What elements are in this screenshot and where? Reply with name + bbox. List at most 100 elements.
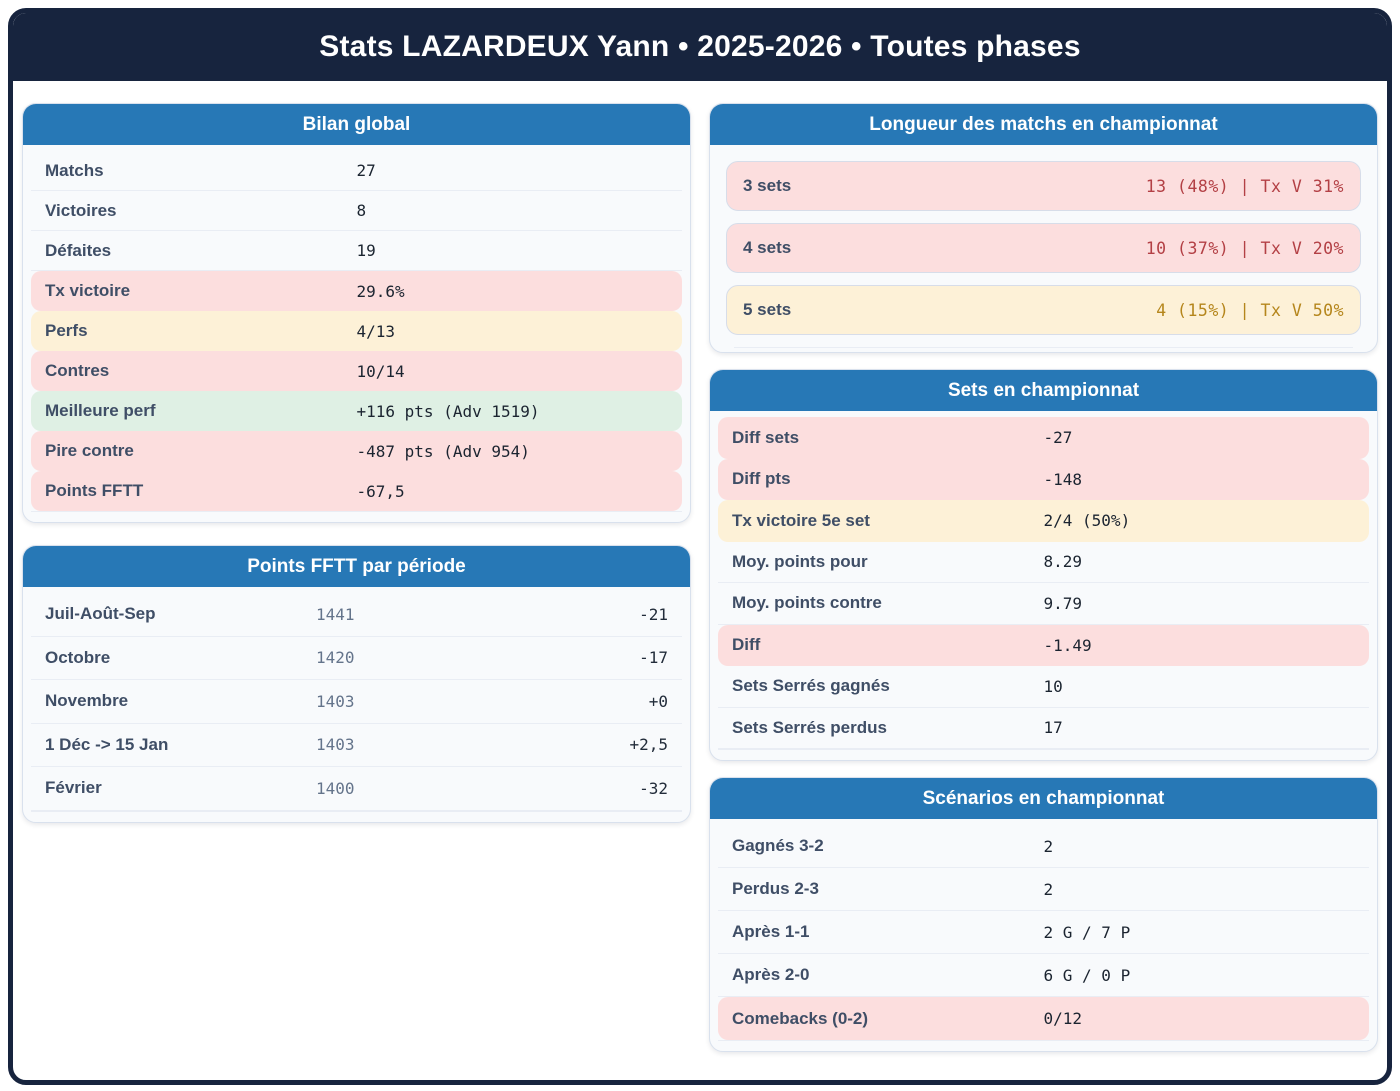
stat-row: Février 1400 -32 [31,767,682,811]
row-label: Tx victoire [45,281,131,300]
card-points-fftt-periode-body: Juil-Août-Sep 1441 -21 Octobre 1420 -17 Novemb… [23,587,690,822]
row-value: 17 [1043,718,1063,738]
row-label: Moy. points pour [732,551,868,571]
card-points-fftt-periode: Points FFTT par période Juil-Août-Sep 144… [22,545,691,823]
row-label: Perfs [45,321,88,340]
card-footer-line [718,1040,1369,1041]
row-label: 4 sets [743,238,792,257]
row-delta-value: -21 [639,604,668,624]
stat-row: Juil-Août-Sep 1441 -21 [31,593,682,637]
row-label: 1 Déc -> 15 Jan [45,734,169,754]
row-label: Sets Serrés gagnés [732,676,890,696]
row-label: Victoires [45,200,117,220]
stat-row: Perfs 4/13 [31,311,682,351]
card-sets-championnat-body: Diff sets -27 Diff pts -148 Tx victoire 5e s… [710,411,1377,760]
page-frame: Stats LAZARDEUX Yann • 2025-2026 • Toute… [8,8,1392,1085]
row-value: 9.79 [1043,593,1083,613]
row-value: -27 [1043,428,1073,448]
stat-row: Tx victoire 29.6% [31,271,682,311]
row-value: 0/12 [1043,1009,1083,1028]
row-value: 19 [356,241,376,260]
card-sets-championnat-title: Sets en championnat [710,370,1377,411]
row-points-value: 1441 [316,604,355,624]
stat-row: Sets Serrés perdus 17 [718,708,1369,749]
card-longueur-matchs: Longueur des matchs en championnat 3 set… [709,103,1378,353]
row-value: 2 [1043,879,1054,899]
stat-row: Diff pts -148 [718,458,1369,500]
card-scenarios-championnat-body: Gagnés 3-2 2 Perdus 2-3 2 Après 1-1 2 G / 7 P… [710,819,1377,1051]
stat-row: Comebacks (0-2) 0/12 [718,997,1369,1040]
row-points-value: 1403 [316,735,355,755]
card-longueur-matchs-title: Longueur des matchs en championnat [710,104,1377,145]
stat-row: Moy. points contre 9.79 [718,583,1369,625]
row-value: 10 [1043,676,1063,696]
row-label: Février [45,778,102,798]
row-value: 2 [1043,836,1054,856]
row-label: Tx victoire 5e set [732,510,870,530]
card-bilan-global-title: Bilan global [23,104,690,145]
row-value: 10/14 [356,361,405,381]
stat-row: Novembre 1403 +0 [31,680,682,724]
stat-row: Diff -1.49 [718,624,1369,666]
row-label: Sets Serrés perdus [732,717,887,737]
stat-row: Sets Serrés gagnés 10 [718,666,1369,708]
match-length-row: 4 sets 10 (37%) | Tx V 20% [726,223,1361,273]
row-points-value: 1400 [316,778,355,798]
stat-row: Après 2-0 6 G / 0 P [718,954,1369,997]
stat-row: Perdus 2-3 2 [718,868,1369,911]
stat-row: Pire contre -487 pts (Adv 954) [31,431,682,471]
row-label: Après 2-0 [732,965,810,984]
row-value: 27 [356,161,376,180]
card-footer-line [31,810,682,812]
row-value: -67,5 [356,481,405,501]
stat-row: Octobre 1420 -17 [31,637,682,680]
row-label: Défaites [45,240,112,260]
row-label: Novembre [45,691,129,711]
row-label: Comebacks (0-2) [732,1008,869,1028]
stat-row: 1 Déc -> 15 Jan 1403 +2,5 [31,724,682,767]
row-value: 10 (37%) | Tx V 20% [1145,238,1344,258]
card-footer-line [31,511,682,512]
stat-row: Contres 10/14 [31,351,682,391]
row-label: Moy. points contre [732,593,882,613]
stat-row: Après 1-1 2 G / 7 P [718,911,1369,954]
stat-row: Gagnés 3-2 2 [718,825,1369,868]
row-value: 2 G / 7 P [1043,922,1131,942]
card-sets-championnat: Sets en championnat Diff sets -27 Diff pts… [709,369,1378,761]
stat-row: Moy. points pour 8.29 [718,542,1369,583]
row-points-value: 1420 [316,648,355,668]
card-footer-line [718,749,1369,750]
left-column: Bilan global Matchs 27 Victoires 8 Défaites 1… [22,103,691,1052]
row-label: 3 sets [743,176,792,195]
card-bilan-global-body: Matchs 27 Victoires 8 Défaites 19 Tx victoire 2… [23,145,690,522]
stat-row: Victoires 8 [31,191,682,231]
row-value: 6 G / 0 P [1043,965,1131,985]
page-title: Stats LAZARDEUX Yann • 2025-2026 • Toute… [319,30,1081,63]
row-value: -148 [1043,469,1083,489]
stat-row: Matchs 27 [31,151,682,191]
row-label: Diff sets [732,427,800,447]
row-value: -1.49 [1043,635,1092,655]
match-length-row: 3 sets 13 (48%) | Tx V 31% [726,161,1361,211]
row-label: Perdus 2-3 [732,879,819,898]
card-scenarios-championnat: Scénarios en championnat Gagnés 3-2 2 Perd… [709,777,1378,1052]
row-label: Matchs [45,160,104,180]
card-points-fftt-periode-title: Points FFTT par période [23,546,690,587]
dashboard-content: Bilan global Matchs 27 Victoires 8 Défaites 1… [13,81,1387,1052]
row-delta-value: +0 [648,691,668,711]
row-value: 29.6% [356,281,405,301]
row-value: -487 pts (Adv 954) [356,441,530,461]
row-value: 8.29 [1043,552,1083,572]
row-label: Octobre [45,647,111,667]
row-value: 8 [356,201,367,220]
row-value: 2/4 (50%) [1043,511,1131,531]
card-footer-line [734,347,1353,348]
row-label: Points FFTT [45,481,144,500]
row-label: Après 1-1 [732,922,810,941]
row-value: 13 (48%) | Tx V 31% [1145,176,1344,196]
row-points-value: 1403 [316,691,355,711]
row-label: Gagnés 3-2 [732,836,824,855]
row-label: Pire contre [45,441,134,460]
row-delta-value: -32 [639,778,668,798]
row-value: +116 pts (Adv 1519) [356,401,540,421]
